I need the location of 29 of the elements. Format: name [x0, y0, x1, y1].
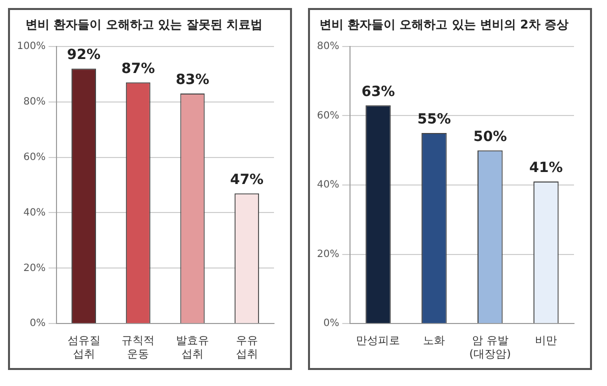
x-tick-label: 만성피로	[356, 334, 400, 348]
y-tick-label: 20%	[316, 248, 340, 260]
y-tick-label: 40%	[23, 207, 46, 218]
y-tick-label: 80%	[23, 96, 46, 108]
chart-title: 변비 환자들이 오해하고 있는 잘못된 치료법	[26, 17, 262, 32]
y-tick-label: 60%	[316, 110, 340, 122]
data-label: 47%	[230, 172, 264, 188]
x-tick-label: 규칙적 운동	[122, 334, 155, 360]
x-tick-label: 암 유발 (대장암)	[469, 334, 511, 360]
y-tick-label: 80%	[316, 40, 340, 52]
data-label: 92%	[67, 47, 101, 64]
y-tick-label: 60%	[23, 152, 46, 163]
x-tick-label: 섬유질 섭취	[67, 334, 100, 360]
y-tick-label: 20%	[23, 262, 46, 274]
y-tick-label: 40%	[316, 180, 340, 191]
data-label: 50%	[473, 128, 507, 145]
x-tick-label: 발효유 섭취	[176, 334, 209, 360]
data-label: 83%	[176, 72, 210, 88]
y-tick-label: 0%	[323, 318, 340, 330]
y-tick-label: 100%	[16, 40, 46, 52]
data-label: 41%	[529, 160, 563, 176]
chart-title: 변비 환자들이 오해하고 있는 변비의 2차 증상	[319, 17, 569, 32]
x-tick-label: 비만	[535, 334, 558, 348]
data-label: 55%	[417, 112, 451, 128]
x-tick-label: 우유 섭취	[236, 334, 258, 360]
x-tick-label: 노화	[423, 334, 446, 348]
data-label: 87%	[121, 61, 155, 78]
data-label: 63%	[361, 84, 395, 100]
y-tick-label: 0%	[30, 318, 46, 330]
